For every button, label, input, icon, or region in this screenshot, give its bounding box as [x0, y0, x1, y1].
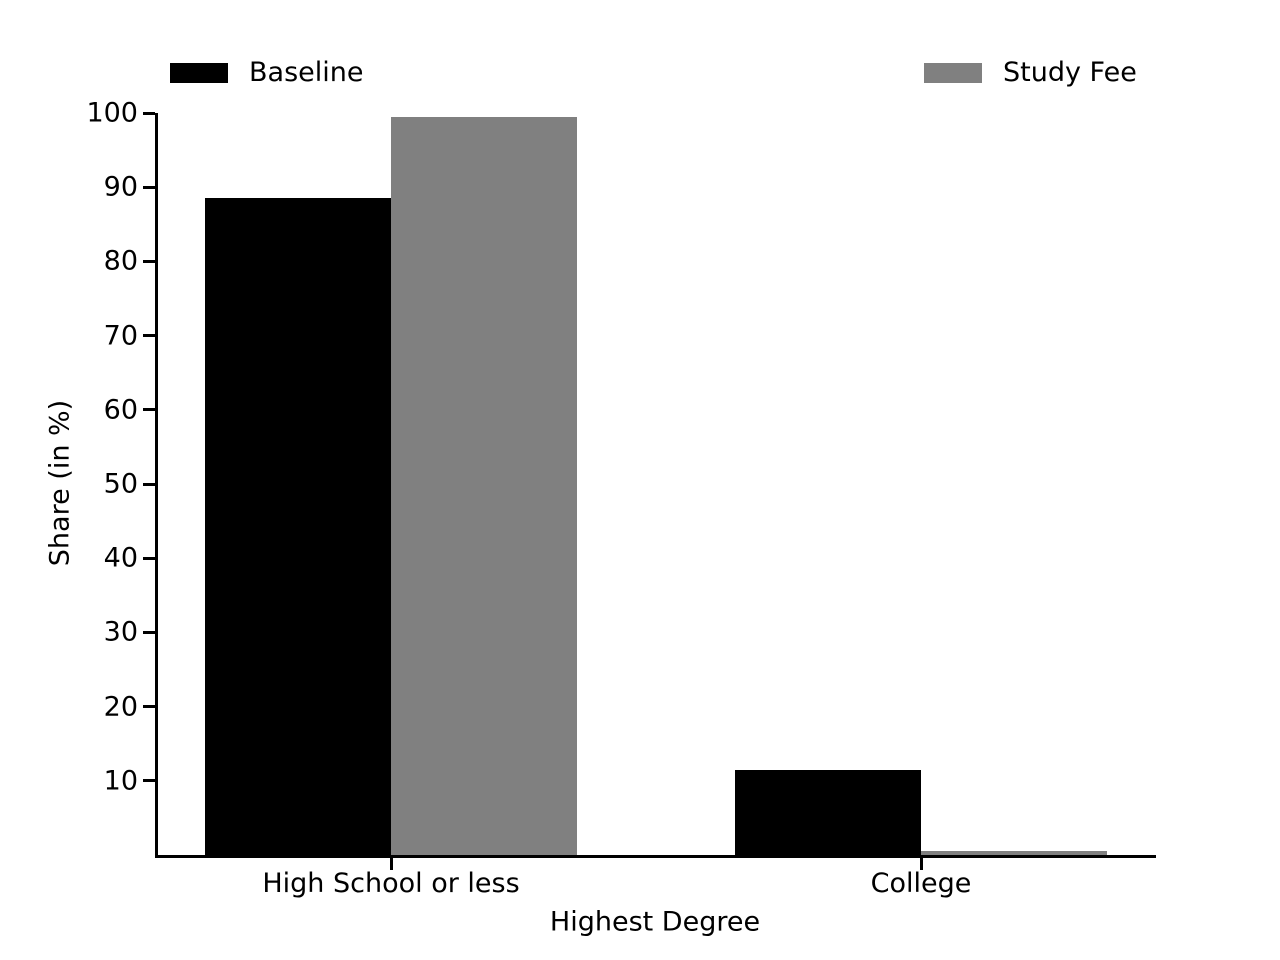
- y-tick-label: 20: [103, 691, 138, 723]
- y-tick-mark: [143, 111, 155, 115]
- y-tick-mark: [143, 334, 155, 338]
- y-tick-label: 10: [103, 765, 138, 797]
- y-tick-mark: [143, 705, 155, 709]
- bar: [735, 770, 921, 855]
- y-tick-mark: [143, 408, 155, 412]
- y-tick-mark: [143, 185, 155, 189]
- x-tick-mark: [389, 858, 393, 870]
- x-axis-label: Highest Degree: [549, 906, 761, 938]
- y-tick-label: 60: [103, 394, 138, 426]
- x-category-label: College: [870, 868, 972, 899]
- y-tick-mark: [143, 556, 155, 560]
- bar: [205, 198, 391, 855]
- legend-item: Study Fee: [924, 57, 1137, 88]
- legend-label: Study Fee: [1003, 57, 1137, 88]
- y-tick-label: 70: [103, 320, 138, 352]
- x-category-label: High School or less: [262, 868, 520, 899]
- y-tick-mark: [143, 259, 155, 263]
- y-tick-label: 80: [103, 245, 138, 277]
- plot-area: 10 20 30 40 50 60 70 80 90 100 High School or less…: [86, 100, 1156, 899]
- bar: [921, 851, 1107, 855]
- x-tick-mark: [919, 858, 923, 870]
- bar: [391, 117, 577, 855]
- y-tick-mark: [143, 482, 155, 486]
- legend-swatch: [924, 63, 982, 83]
- y-tick-label: 40: [103, 542, 138, 574]
- legend-label: Baseline: [249, 57, 364, 88]
- y-tick-mark: [143, 630, 155, 634]
- legend-item: Baseline: [170, 57, 364, 88]
- y-tick-label: 30: [103, 616, 138, 648]
- legend-swatch: [170, 63, 228, 83]
- y-tick-label: 100: [86, 97, 138, 129]
- y-tick-mark: [143, 779, 155, 783]
- y-tick-label: 50: [103, 468, 138, 500]
- y-tick-label: 90: [103, 171, 138, 203]
- y-axis-label: Share (in %): [44, 399, 76, 567]
